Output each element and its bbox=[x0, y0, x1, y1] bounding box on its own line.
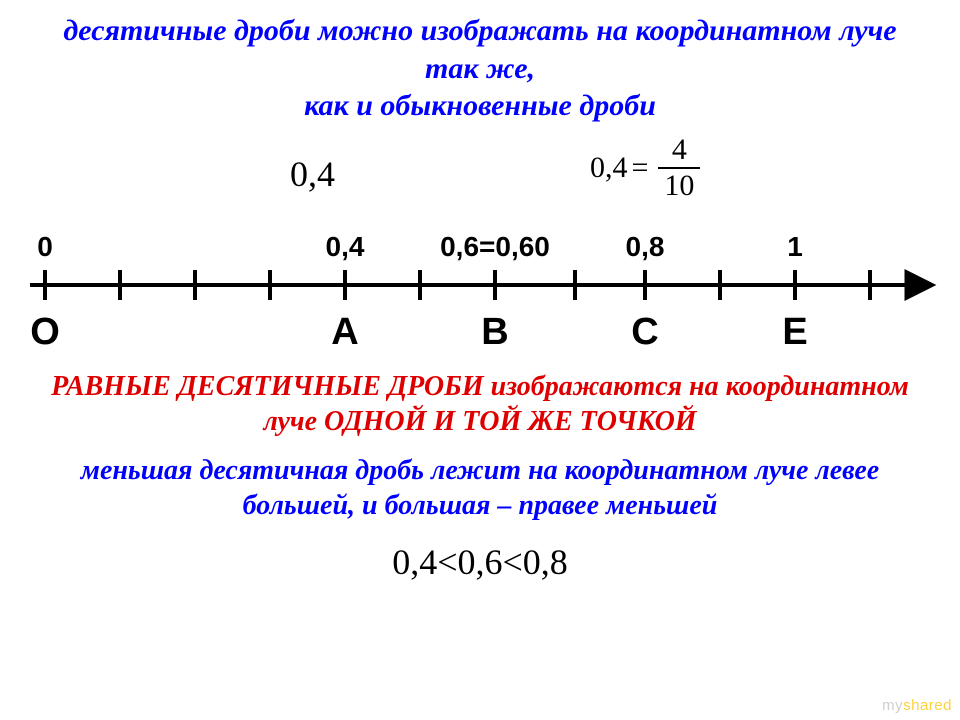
tick-label: 1 bbox=[787, 231, 803, 263]
fraction-denominator: 10 bbox=[658, 171, 700, 201]
point-label: В bbox=[481, 311, 508, 354]
point-label: А bbox=[331, 311, 358, 354]
watermark-accent: shared bbox=[903, 697, 952, 714]
number-line: 0 О 0,4 А 0,6=0,60 В 0,8 С 1 Е bbox=[0, 213, 960, 363]
paragraph-ordering: меньшая десятичная дробь лежит на коорди… bbox=[0, 453, 960, 523]
tick-label: 0 bbox=[37, 231, 53, 263]
equation-equals: = bbox=[632, 151, 649, 185]
point-label: О bbox=[30, 311, 60, 354]
fraction-numerator: 4 bbox=[666, 135, 693, 165]
heading-top: десятичные дроби можно изображать на коо… bbox=[0, 0, 960, 125]
fraction: 4 10 bbox=[658, 135, 700, 201]
point-label: Е bbox=[782, 311, 807, 354]
tick-label: 0,8 bbox=[626, 231, 665, 263]
equation-fraction: 0,4 = 4 10 bbox=[590, 135, 700, 201]
watermark: myshared bbox=[882, 697, 952, 714]
inequality: 0,4<0,6<0,8 bbox=[0, 541, 960, 583]
tick-label: 0,4 bbox=[326, 231, 365, 263]
point-label: С bbox=[631, 311, 658, 354]
watermark-pre: my bbox=[882, 697, 903, 714]
equation-lhs: 0,4 bbox=[590, 151, 628, 185]
tick-label: 0,6=0,60 bbox=[440, 231, 550, 263]
example-value: 0,4 bbox=[290, 153, 335, 195]
equation-row: 0,4 0,4 = 4 10 bbox=[0, 133, 960, 213]
paragraph-equal-decimals: РАВНЫЕ ДЕСЯТИЧНЫЕ ДРОБИ изображаются на … bbox=[0, 369, 960, 439]
